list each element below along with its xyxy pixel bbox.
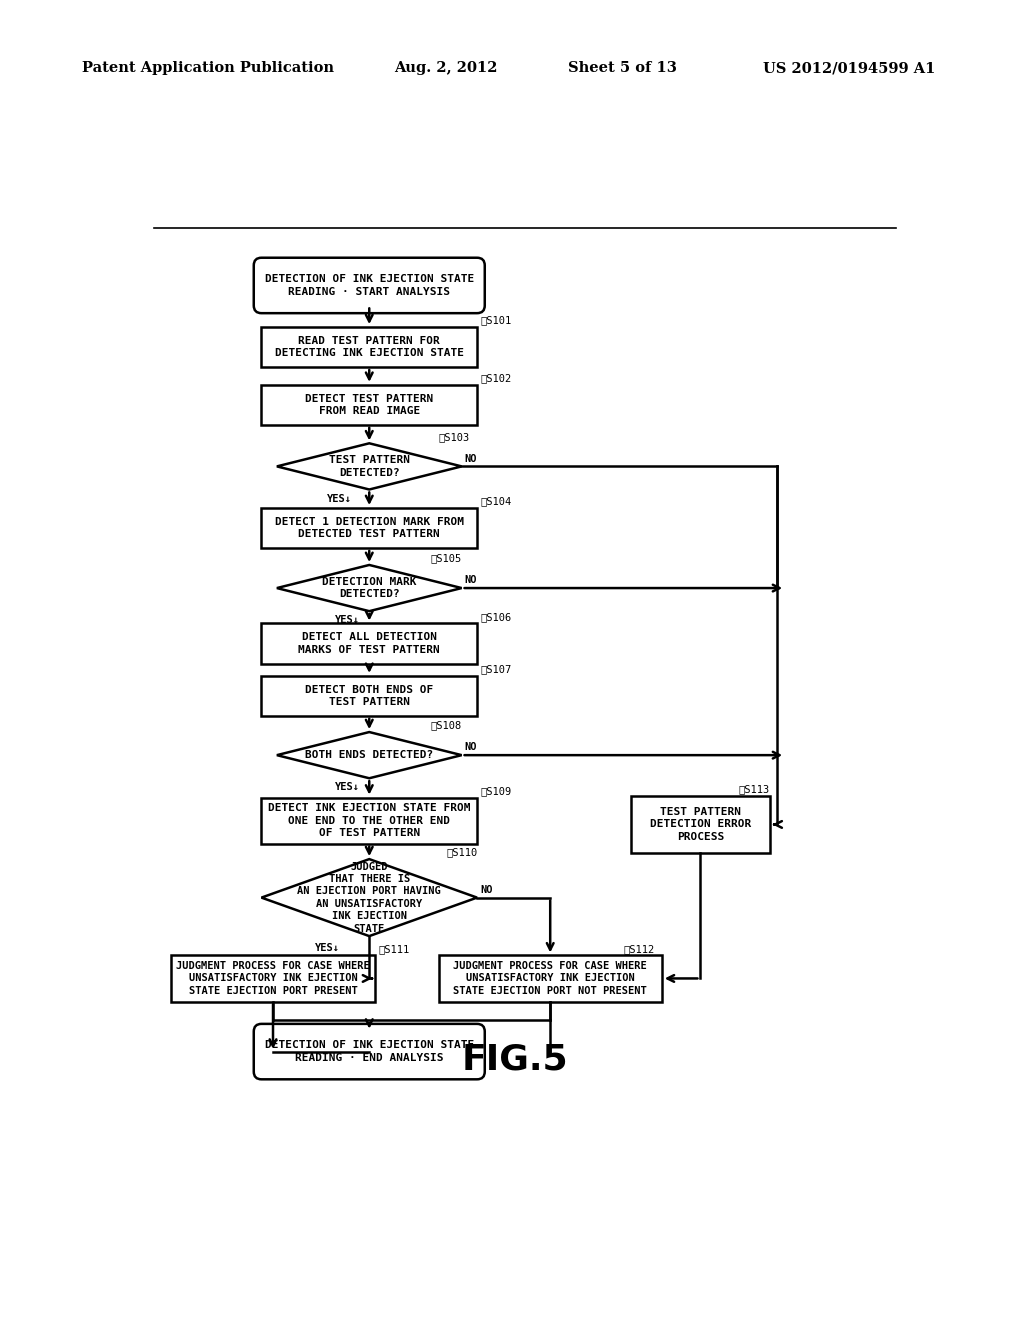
Text: ⁓S103: ⁓S103	[438, 432, 470, 442]
Text: JUDGED
THAT THERE IS
AN EJECTION PORT HAVING
AN UNSATISFACTORY
INK EJECTION
STAT: JUDGED THAT THERE IS AN EJECTION PORT HA…	[297, 862, 441, 933]
Bar	[171, 956, 375, 1002]
Text: DETECT TEST PATTERN
FROM READ IMAGE: DETECT TEST PATTERN FROM READ IMAGE	[305, 393, 433, 416]
Text: Patent Application Publication: Patent Application Publication	[82, 61, 334, 75]
Text: DETECTION OF INK EJECTION STATE
READING · START ANALYSIS: DETECTION OF INK EJECTION STATE READING …	[264, 275, 474, 297]
Text: DETECT ALL DETECTION
MARKS OF TEST PATTERN: DETECT ALL DETECTION MARKS OF TEST PATTE…	[298, 632, 440, 655]
Bar	[438, 956, 662, 1002]
Text: ⁓S108: ⁓S108	[431, 721, 462, 730]
FancyBboxPatch shape	[254, 257, 484, 313]
Text: TEST PATTERN
DETECTED?: TEST PATTERN DETECTED?	[329, 455, 410, 478]
Text: TEST PATTERN
DETECTION ERROR
PROCESS: TEST PATTERN DETECTION ERROR PROCESS	[650, 807, 751, 842]
Text: DETECT INK EJECTION STATE FROM
ONE END TO THE OTHER END
OF TEST PATTERN: DETECT INK EJECTION STATE FROM ONE END T…	[268, 803, 470, 838]
Text: JUDGMENT PROCESS FOR CASE WHERE
UNSATISFACTORY INK EJECTION
STATE EJECTION PORT : JUDGMENT PROCESS FOR CASE WHERE UNSATISF…	[454, 961, 647, 995]
Polygon shape	[261, 859, 477, 936]
Text: YES↓: YES↓	[315, 942, 340, 953]
Polygon shape	[276, 444, 462, 490]
Text: DETECTION OF INK EJECTION STATE
READING · END ANALYSIS: DETECTION OF INK EJECTION STATE READING …	[264, 1040, 474, 1063]
Text: YES↓: YES↓	[335, 783, 359, 792]
Polygon shape	[276, 733, 462, 779]
Text: NO: NO	[465, 576, 477, 585]
Text: ⁓S110: ⁓S110	[446, 847, 477, 858]
Text: DETECT 1 DETECTION MARK FROM
DETECTED TEST PATTERN: DETECT 1 DETECTION MARK FROM DETECTED TE…	[274, 517, 464, 539]
Text: NO: NO	[480, 884, 493, 895]
Text: ⁓S106: ⁓S106	[480, 612, 511, 622]
Text: ⁓S101: ⁓S101	[480, 315, 511, 326]
Bar	[261, 385, 477, 425]
Bar	[261, 508, 477, 548]
Text: Aug. 2, 2012: Aug. 2, 2012	[394, 61, 498, 75]
Polygon shape	[276, 565, 462, 611]
Text: JUDGMENT PROCESS FOR CASE WHERE
UNSATISFACTORY INK EJECTION
STATE EJECTION PORT : JUDGMENT PROCESS FOR CASE WHERE UNSATISF…	[176, 961, 370, 995]
Text: ⁓S112: ⁓S112	[624, 944, 654, 954]
Text: FIG.5: FIG.5	[462, 1043, 568, 1076]
Text: DETECTION MARK
DETECTED?: DETECTION MARK DETECTED?	[322, 577, 417, 599]
Text: NO: NO	[465, 742, 477, 752]
Text: YES↓: YES↓	[327, 494, 352, 504]
Text: YES↓: YES↓	[335, 615, 359, 626]
Text: ⁓S113: ⁓S113	[739, 784, 770, 795]
Text: ⁓S109: ⁓S109	[480, 785, 511, 796]
Text: BOTH ENDS DETECTED?: BOTH ENDS DETECTED?	[305, 750, 433, 760]
Text: US 2012/0194599 A1: US 2012/0194599 A1	[763, 61, 935, 75]
Bar	[261, 327, 477, 367]
Text: NO: NO	[465, 454, 477, 463]
Text: READ TEST PATTERN FOR
DETECTING INK EJECTION STATE: READ TEST PATTERN FOR DETECTING INK EJEC…	[274, 335, 464, 358]
Text: ⁓S102: ⁓S102	[480, 374, 511, 383]
Text: ⁓S105: ⁓S105	[431, 553, 462, 564]
Text: ⁓S107: ⁓S107	[480, 664, 511, 675]
Text: Sheet 5 of 13: Sheet 5 of 13	[568, 61, 677, 75]
Bar	[261, 797, 477, 843]
Bar	[631, 796, 770, 853]
Text: ⁓S104: ⁓S104	[480, 496, 511, 507]
Text: DETECT BOTH ENDS OF
TEST PATTERN: DETECT BOTH ENDS OF TEST PATTERN	[305, 685, 433, 708]
Text: ⁓S111: ⁓S111	[378, 944, 410, 954]
FancyBboxPatch shape	[254, 1024, 484, 1080]
Bar	[261, 676, 477, 715]
Bar	[261, 623, 477, 664]
